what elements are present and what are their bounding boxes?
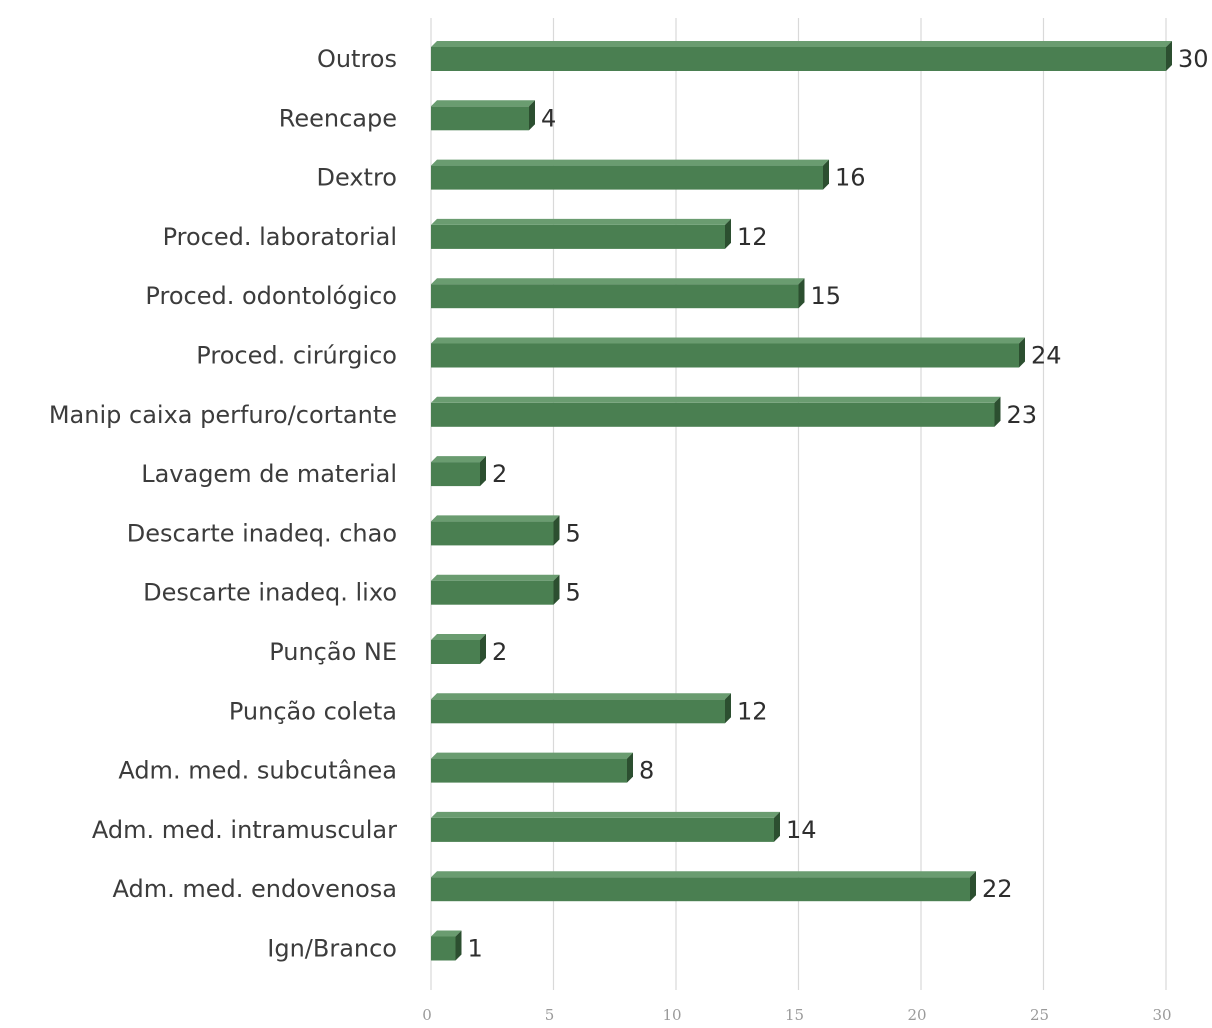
category-label: Proced. laboratorial xyxy=(163,223,397,251)
value-label: 2 xyxy=(492,460,507,488)
bar-top-face xyxy=(431,634,486,640)
bar xyxy=(431,580,554,605)
value-label: 22 xyxy=(982,875,1013,903)
category-labels: Outros Reencape Dextro Proced. laboratorial… xyxy=(49,45,397,963)
category-label: Dextro xyxy=(317,164,397,192)
bar-top-face xyxy=(431,100,535,107)
category-label: Outros xyxy=(317,45,397,73)
x-tick-label: 10 xyxy=(662,1006,681,1024)
bars xyxy=(431,41,1172,961)
x-tick-label: 25 xyxy=(1030,1006,1049,1024)
bar xyxy=(431,224,725,249)
category-label: Descarte inadeq. chao xyxy=(127,519,397,547)
bar xyxy=(431,165,823,190)
bar-side-face xyxy=(529,100,535,131)
bar-top-face xyxy=(431,515,560,522)
bar-top-face xyxy=(431,930,462,937)
category-label: Reencape xyxy=(279,104,397,132)
value-label: 5 xyxy=(566,579,581,607)
bar xyxy=(431,640,480,664)
bar-top-face xyxy=(431,693,731,700)
bar-side-face xyxy=(480,634,486,664)
x-axis-ticks: 0 5 10 15 20 25 30 xyxy=(422,1006,1171,1024)
bar xyxy=(431,521,554,546)
bar-top-face xyxy=(431,396,1001,403)
bar-top-face xyxy=(431,456,486,463)
bar xyxy=(431,343,1019,368)
bar-top-face xyxy=(431,218,731,225)
category-label: Descarte inadeq. lixo xyxy=(143,579,397,607)
bar-side-face xyxy=(1166,41,1172,71)
value-label: 12 xyxy=(737,697,768,725)
bar-top-face xyxy=(431,159,829,166)
bar-side-face xyxy=(480,456,486,487)
bar-side-face xyxy=(798,278,805,309)
bar xyxy=(431,817,774,842)
value-label: 23 xyxy=(1007,401,1038,429)
bar-side-face xyxy=(1019,337,1025,368)
x-tick-label: 15 xyxy=(785,1006,804,1024)
bar xyxy=(431,284,799,309)
bar-top-face xyxy=(431,337,1025,344)
x-tick-label: 0 xyxy=(422,1006,432,1024)
value-label: 15 xyxy=(811,282,842,310)
bar-top-face xyxy=(431,278,805,285)
category-label: Adm. med. intramuscular xyxy=(92,816,397,844)
value-label: 24 xyxy=(1031,342,1062,370)
bar-side-face xyxy=(455,930,462,961)
x-tick-label: 5 xyxy=(545,1006,555,1024)
bar xyxy=(431,462,480,487)
bar-top-face xyxy=(431,574,560,581)
bar-side-face xyxy=(994,396,1001,427)
bar xyxy=(431,936,456,961)
value-label: 1 xyxy=(468,935,483,963)
bar xyxy=(431,758,627,783)
value-label: 4 xyxy=(541,104,556,132)
x-tick-label: 30 xyxy=(1152,1006,1171,1024)
bar-top-face xyxy=(431,752,633,759)
category-label: Proced. cirúrgico xyxy=(196,342,397,370)
value-labels: 30 4 16 12 15 24 23 2 5 5 2 12 8 14 22 1 xyxy=(468,45,1209,963)
bar-top-face xyxy=(431,811,780,818)
bar-side-face xyxy=(725,693,731,724)
bar-top-face xyxy=(431,871,976,878)
category-label: Punção NE xyxy=(269,638,397,666)
category-label: Adm. med. subcutânea xyxy=(118,757,397,785)
bar-side-face xyxy=(774,811,780,842)
category-label: Proced. odontológico xyxy=(145,282,397,310)
bar xyxy=(431,106,529,131)
value-label: 5 xyxy=(566,519,581,547)
value-label: 2 xyxy=(492,638,507,666)
value-label: 16 xyxy=(835,164,866,192)
bar-side-face xyxy=(823,159,829,190)
bar-top-face xyxy=(431,41,1172,47)
bar xyxy=(431,877,970,902)
bar-side-face xyxy=(627,752,633,783)
category-label: Punção coleta xyxy=(229,697,397,725)
bar-side-face xyxy=(725,218,731,249)
bar xyxy=(431,47,1166,71)
bar-side-face xyxy=(970,871,976,902)
category-label: Lavagem de material xyxy=(141,460,397,488)
x-tick-label: 20 xyxy=(907,1006,926,1024)
bar xyxy=(431,699,725,724)
value-label: 12 xyxy=(737,223,768,251)
category-label: Adm. med. endovenosa xyxy=(113,875,397,903)
value-label: 30 xyxy=(1178,45,1209,73)
bar-side-face xyxy=(553,515,560,546)
value-label: 14 xyxy=(786,816,817,844)
category-label: Manip caixa perfuro/cortante xyxy=(49,401,397,429)
bar xyxy=(431,402,995,427)
category-label: Ign/Branco xyxy=(267,935,397,963)
bar-side-face xyxy=(553,574,560,605)
value-label: 8 xyxy=(639,757,654,785)
